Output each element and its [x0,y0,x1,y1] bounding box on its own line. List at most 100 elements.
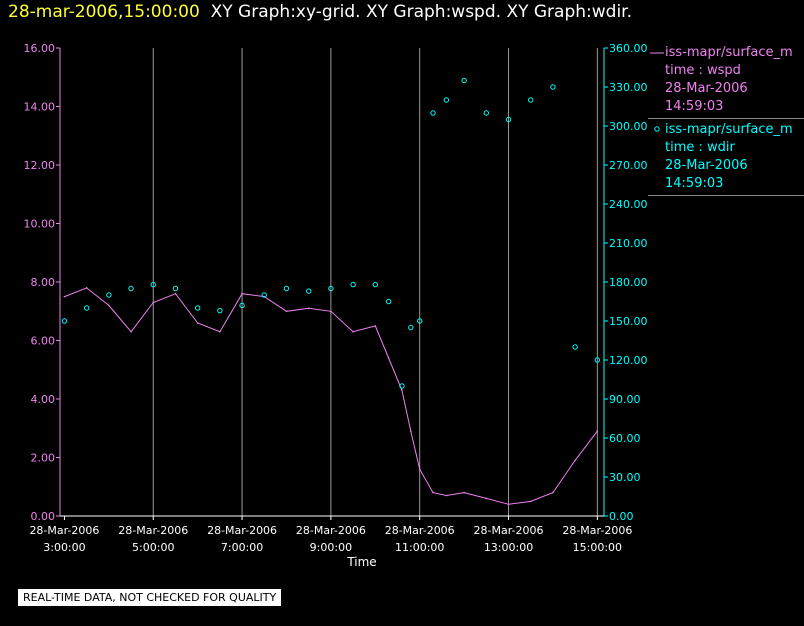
wspd-point [219,330,221,333]
wspd-point [529,500,532,503]
wdir-point [528,97,534,103]
wdir-point [172,285,179,292]
x-tick-label-date: 28-Mar-2006 [207,524,277,537]
legend-time: 14:59:03 [665,99,724,114]
y-right-tick-label: 180.00 [609,276,648,289]
y-left-tick-label: 8.00 [31,276,56,289]
wspd-point [330,310,332,313]
y-right-tick-label: 240.00 [609,198,648,211]
wspd-point [63,295,66,298]
wdir-point [443,97,450,103]
wdir-point [150,281,156,288]
wspd-point [463,491,465,494]
y-right-tick-label: 330.00 [609,81,648,94]
wdir-point [106,292,112,298]
legend-field: time : wspd [665,63,741,78]
y-right-tick-label: 120.00 [609,354,648,367]
y-right-tick-label: 30.00 [609,471,641,484]
y-left-tick-label: 4.00 [31,393,56,406]
wspd-point [485,497,488,500]
wdir-point [399,383,405,389]
y-right-tick-label: 210.00 [609,237,648,250]
legend-divider [648,195,804,196]
legend-field: time : wdir [665,140,735,155]
wspd-point [552,491,554,494]
wspd-point [152,301,155,304]
x-tick-label-time: 7:00:00 [221,541,263,554]
legend-item-wdir[interactable]: iss-mapr/surface_m [648,121,804,139]
wspd-point [130,330,132,333]
y-left-tick-label: 0.00 [31,510,56,523]
x-tick-label-time: 3:00:00 [43,541,85,554]
wdir-point [572,344,578,350]
x-tick-label-date: 28-Mar-2006 [118,524,188,537]
wspd-point [374,325,377,327]
y-left-tick-label: 10.00 [24,218,56,231]
wspd-point [401,389,403,392]
legend-item-wspd[interactable]: iss-mapr/surface_m [648,44,804,62]
x-tick-label-time: 15:00:00 [573,541,622,554]
y-left-tick-label: 16.00 [24,42,56,55]
wdir-point [385,298,392,305]
wspd-point [307,307,310,310]
wspd-series-line [64,287,598,505]
wspd-point [574,459,576,462]
wdir-point [372,281,378,288]
graph-list: XY Graph:xy-grid. XY Graph:wspd. XY Grap… [210,2,633,22]
legend-time: 14:59:03 [665,176,724,191]
wspd-point [596,430,599,432]
y-right-tick-label: 300.00 [609,120,648,133]
timestamp: 28-mar-2006,15:00:00 [8,2,200,22]
wspd-point [352,330,354,333]
x-tick-label-date: 28-Mar-2006 [29,524,99,537]
wdir-point [430,110,436,116]
wspd-point [85,287,88,289]
y-left-tick-label: 14.00 [24,101,56,114]
x-tick-label-date: 28-Mar-2006 [385,524,455,537]
chart-title: 28-mar-2006,15:00:00 XY Graph:xy-grid. X… [8,1,632,23]
x-tick-label-time: 13:00:00 [484,541,533,554]
wspd-point [196,322,199,324]
wdir-point [417,318,423,324]
wdir-point [550,84,556,90]
wdir-point [261,292,267,298]
y-right-tick-label: 270.00 [609,159,648,172]
y-right-tick-label: 60.00 [609,432,641,445]
wdir-point [217,307,223,314]
wspd-point [432,491,434,494]
wspd-point [410,430,412,432]
wdir-point [239,302,245,309]
wspd-point [241,292,243,295]
wdir-point [283,285,290,292]
legend-divider [648,118,804,119]
x-tick-label-date: 28-Mar-2006 [474,524,544,537]
wdir-point [408,324,414,331]
wspd-point [285,310,288,313]
y-left-tick-label: 12.00 [24,159,56,172]
wdir-point [328,285,334,292]
wdir-point [194,305,201,311]
y-left-tick-label: 2.00 [31,452,56,465]
x-tick-label-date: 28-Mar-2006 [562,524,632,537]
legend: iss-mapr/surface_m time : wspd 28-Mar-20… [648,44,804,198]
wdir-point [594,357,601,363]
legend-series-label: iss-mapr/surface_m [665,45,793,60]
legend-date: 28-Mar-2006 [665,81,748,96]
x-tick-label-time: 9:00:00 [310,541,352,554]
legend-series-label: iss-mapr/surface_m [665,122,793,137]
wdir-point [461,77,467,84]
wdir-point [83,305,90,311]
wspd-point [174,292,177,295]
y-left-tick-label: 6.00 [31,335,56,348]
quality-disclaimer: REAL-TIME DATA, NOT CHECKED FOR QUALITY [18,589,282,606]
wspd-point [445,494,448,497]
wspd-point [418,468,421,471]
wdir-point [61,318,68,324]
y-right-tick-label: 360.00 [609,42,648,55]
x-tick-label-time: 11:00:00 [395,541,444,554]
wspd-point [108,304,110,307]
y-right-tick-label: 90.00 [609,393,641,406]
wdir-point [505,116,512,123]
wdir-point [128,285,134,292]
